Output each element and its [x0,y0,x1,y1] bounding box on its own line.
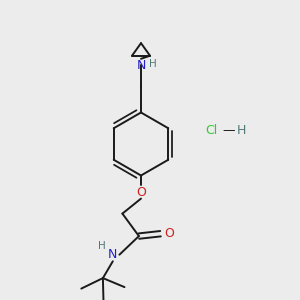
Text: —: — [222,124,235,137]
Text: N: N [108,248,118,261]
Text: H: H [98,241,105,251]
Text: O: O [136,185,146,199]
Text: O: O [164,227,174,240]
Text: Cl: Cl [206,124,218,137]
Text: H: H [237,124,246,137]
Text: N: N [136,59,146,72]
Text: H: H [148,59,156,69]
